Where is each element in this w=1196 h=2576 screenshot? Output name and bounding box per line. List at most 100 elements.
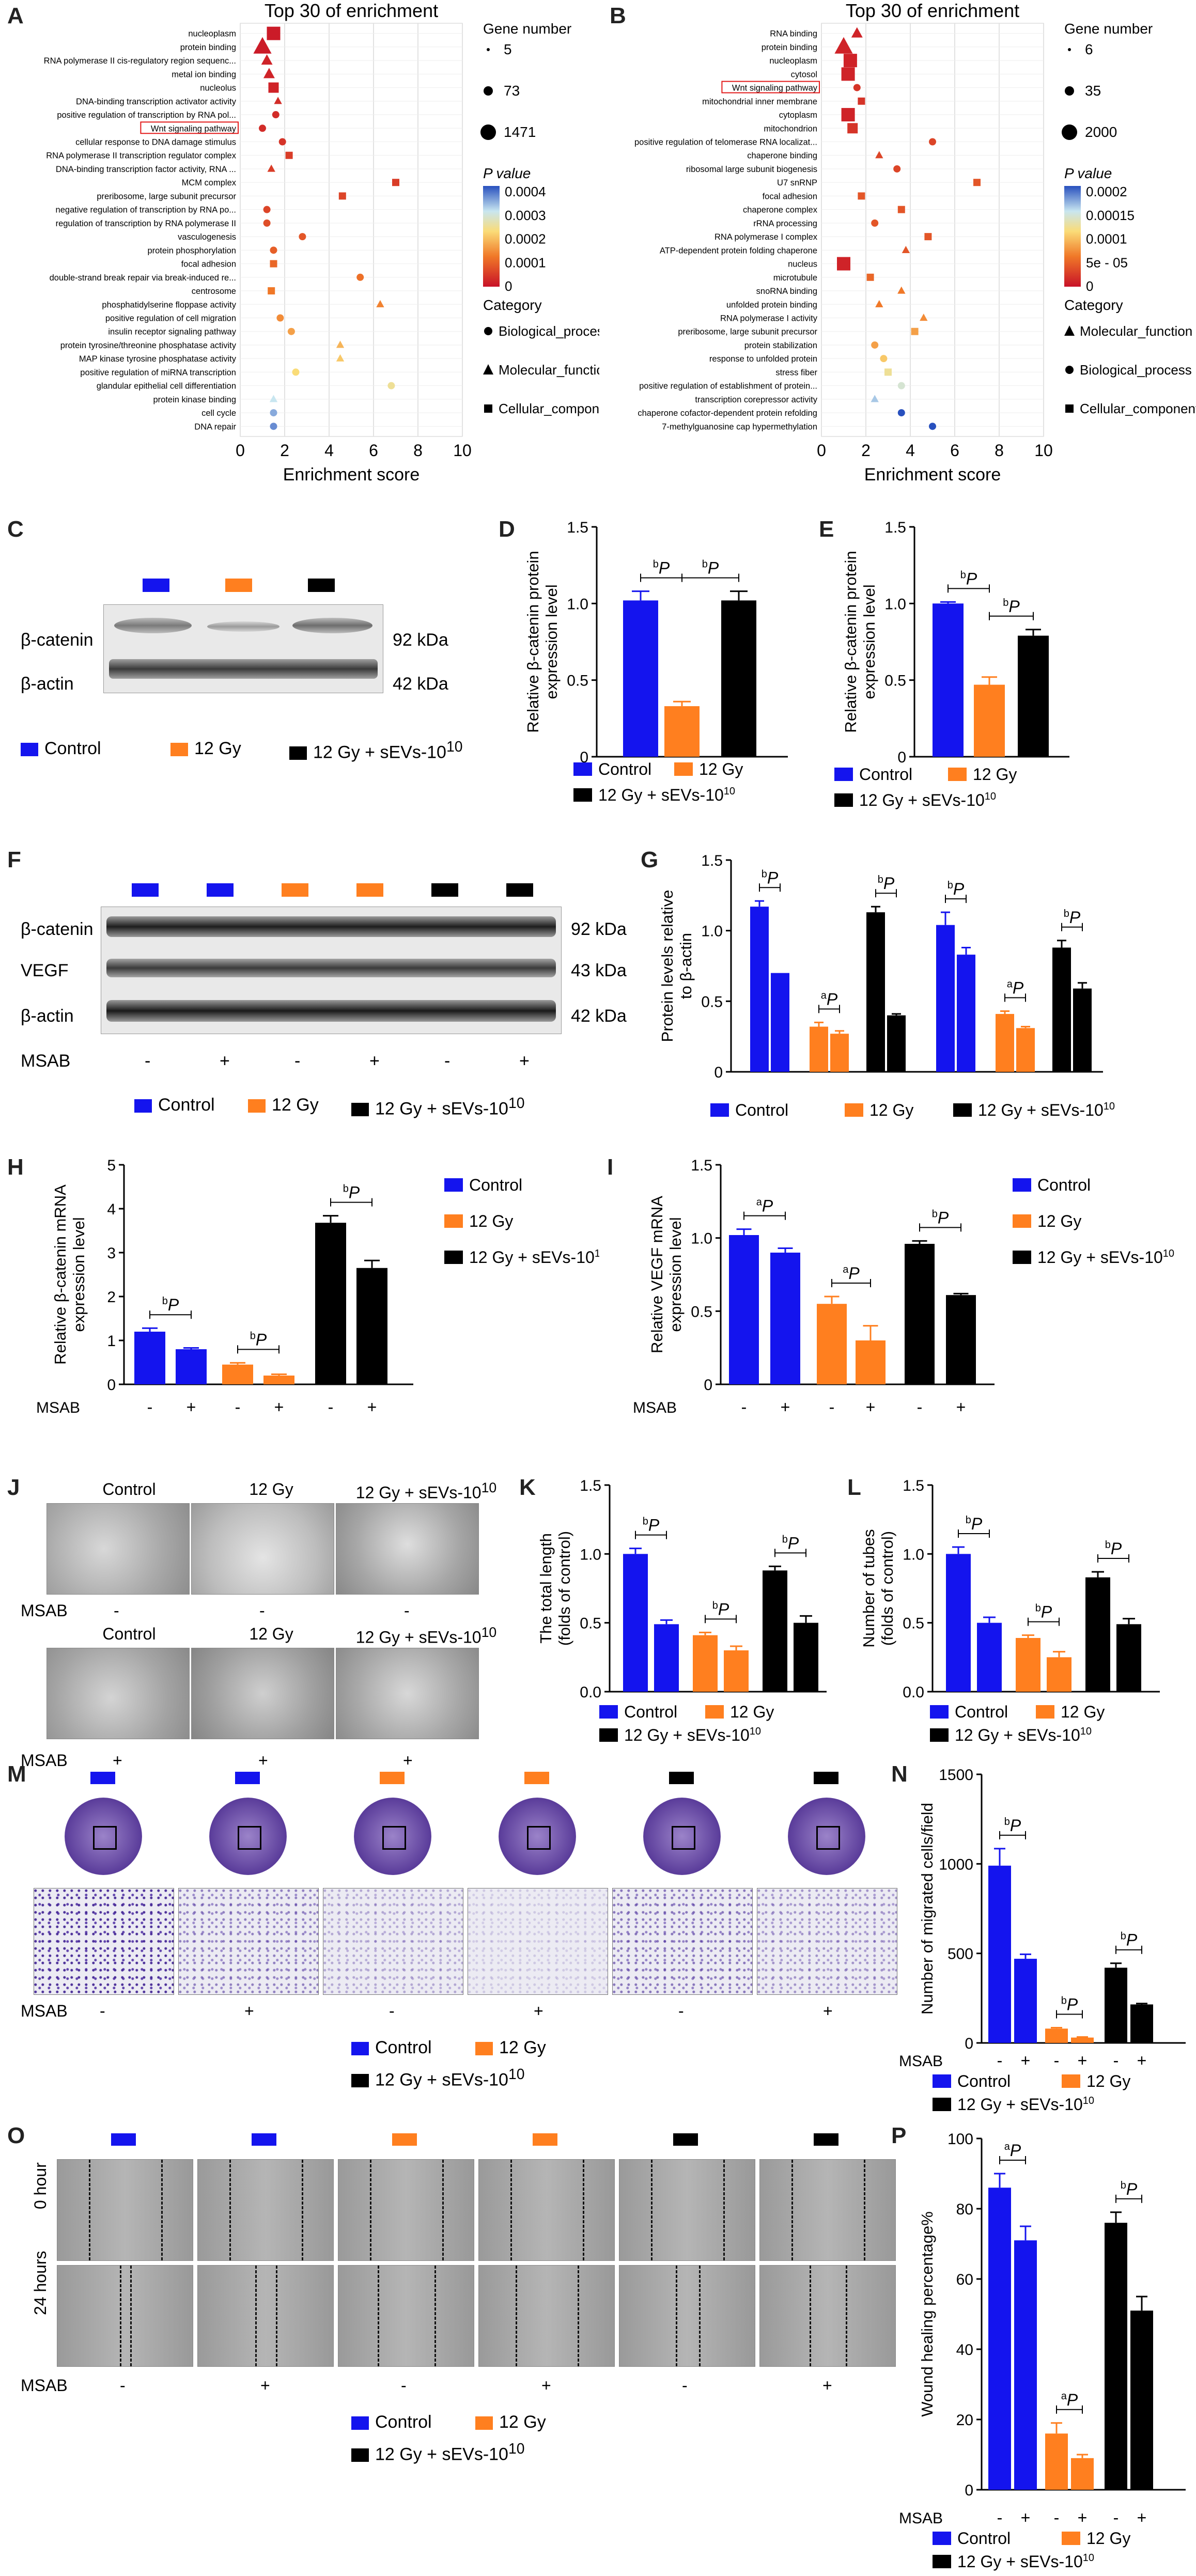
wound-edge-line bbox=[864, 2160, 865, 2260]
wound-image bbox=[478, 2265, 615, 2367]
marker-circle bbox=[871, 341, 879, 349]
marker-circle bbox=[356, 273, 364, 281]
term-label: Wnt signaling pathway bbox=[732, 84, 818, 93]
marker-square bbox=[268, 82, 279, 93]
y-tick-label: 5 bbox=[107, 1157, 116, 1174]
legend-item: Control bbox=[351, 2038, 432, 2058]
panel-label-b: B bbox=[610, 3, 626, 28]
blot-image bbox=[101, 907, 562, 1034]
size-legend-dot bbox=[484, 86, 493, 96]
legend-title: Gene number bbox=[483, 21, 571, 37]
wound-edge-line bbox=[161, 2160, 163, 2260]
bar bbox=[988, 1865, 1011, 2043]
msab-sign: - bbox=[328, 1398, 334, 1416]
marker-circle bbox=[897, 382, 905, 389]
legend-label: Control bbox=[859, 765, 912, 784]
bar bbox=[721, 600, 756, 757]
y-axis-label: (folds of control) bbox=[878, 1531, 896, 1646]
wound-image bbox=[759, 2159, 896, 2261]
marker-circle bbox=[292, 368, 300, 376]
bar-chart-k: 0.0 0.5 1.0 1.5 The total length (folds of co… bbox=[537, 1477, 827, 1744]
marker-triangle bbox=[267, 164, 275, 172]
legend-swatch bbox=[1013, 1178, 1031, 1192]
bar-chart-e: 0 0.5 1.0 1.5 Relative β-catenin protein expr… bbox=[834, 519, 1069, 809]
y-tick-label: 1000 bbox=[939, 1856, 973, 1873]
wound-edge-line bbox=[675, 2266, 677, 2366]
marker-triangle bbox=[336, 340, 345, 348]
marker-square bbox=[841, 67, 855, 81]
marker-square bbox=[841, 108, 855, 122]
marker-triangle bbox=[920, 314, 928, 321]
legend-swatch bbox=[933, 2098, 951, 2111]
term-label: RNA polymerase I complex bbox=[715, 232, 818, 242]
color-bar-label: 0.0004 bbox=[505, 184, 546, 199]
term-label: insulin receptor signaling pathway bbox=[108, 327, 236, 337]
transwell-membrane bbox=[788, 1798, 865, 1875]
blot-kda: 92 kDa bbox=[571, 919, 627, 939]
term-label: transcription corepressor activity bbox=[695, 395, 817, 404]
y-tick-label: 0 bbox=[107, 1377, 116, 1394]
legend-label: 12 Gy bbox=[869, 1101, 913, 1119]
blot-kda: 92 kDa bbox=[393, 630, 448, 650]
blot-row-label: VEGF bbox=[21, 961, 69, 980]
sig-label: bP bbox=[653, 559, 670, 577]
lane-color-swatch bbox=[814, 2133, 838, 2146]
msab-label: MSAB bbox=[899, 2053, 943, 2070]
y-axis-label: Protein levels relative bbox=[658, 890, 676, 1042]
bar bbox=[905, 1244, 935, 1384]
term-label: mitochondrial inner membrane bbox=[702, 97, 817, 106]
sig-label: bP bbox=[1061, 1995, 1078, 2014]
term-label: DNA-binding transcription factor activit… bbox=[56, 165, 236, 174]
y-tick-label: 0.0 bbox=[903, 1684, 924, 1701]
size-legend-label: 73 bbox=[504, 83, 520, 99]
marker-circle bbox=[270, 246, 277, 254]
x-tick-label: 2 bbox=[280, 441, 289, 460]
y-tick-label: 20 bbox=[956, 2412, 973, 2429]
lane-color-swatch bbox=[235, 1772, 260, 1784]
msab-sign: + bbox=[113, 1751, 122, 1770]
msab-sign: + bbox=[367, 1398, 377, 1416]
enrichment-chart-b: Top 30 of enrichment 0 2 4 6 8 10 Enrichment sc… bbox=[634, 0, 1196, 485]
bar bbox=[1047, 1657, 1071, 1692]
band bbox=[207, 621, 279, 632]
panel-label-d: D bbox=[499, 517, 515, 542]
term-label: protein tyrosine/threonine phosphatase a… bbox=[60, 341, 237, 350]
legend-swatch bbox=[1013, 1214, 1031, 1228]
term-label: vasculogenesis bbox=[178, 232, 236, 242]
image-label: Control bbox=[102, 1625, 156, 1643]
timepoint-label: 24 hours bbox=[31, 2251, 50, 2315]
wound-edge-line bbox=[255, 2266, 257, 2366]
y-tick-label: 0.5 bbox=[701, 993, 723, 1010]
x-tick-label: 10 bbox=[453, 441, 472, 460]
msab-sign: - bbox=[997, 2051, 1003, 2070]
bar-chart-p: 0 20 40 60 80 100 Wound healing percentage% aP a… bbox=[899, 2131, 1186, 2571]
wound-edge-line bbox=[810, 2266, 811, 2366]
msab-label: MSAB bbox=[21, 1051, 71, 1071]
legend-swatch bbox=[599, 1705, 618, 1719]
lane-color-swatch bbox=[814, 1772, 838, 1784]
y-tick-label: 1.0 bbox=[884, 596, 906, 613]
wound-image bbox=[197, 2159, 334, 2261]
term-label: nucleoplasm bbox=[188, 29, 236, 39]
bar bbox=[1085, 1577, 1110, 1692]
msab-sign: - bbox=[1054, 2508, 1060, 2527]
y-tick-label: 0 bbox=[965, 2482, 973, 2499]
msab-sign: - bbox=[114, 1601, 119, 1620]
wound-image bbox=[57, 2265, 193, 2367]
category-label: Biological_process bbox=[499, 323, 599, 339]
msab-sign: - bbox=[147, 1398, 153, 1416]
marker-circle bbox=[387, 382, 395, 389]
lane-color-sevs bbox=[431, 883, 458, 897]
size-legend-label: 35 bbox=[1085, 83, 1101, 99]
legend-label: 12 Gy + sEVs-1010 bbox=[859, 791, 996, 809]
term-label: cellular response to DNA damage stimulus bbox=[75, 138, 236, 147]
msab-sign: - bbox=[145, 1051, 151, 1071]
sig-label: aP bbox=[843, 1264, 860, 1283]
band bbox=[292, 618, 372, 633]
legend-swatch bbox=[930, 1705, 949, 1719]
y-tick-label: 1.0 bbox=[903, 1546, 924, 1563]
msab-sign: + bbox=[1021, 2051, 1031, 2070]
sig-label: aP bbox=[756, 1197, 773, 1215]
panel-label-i: I bbox=[607, 1154, 614, 1180]
marker-square bbox=[924, 233, 932, 241]
